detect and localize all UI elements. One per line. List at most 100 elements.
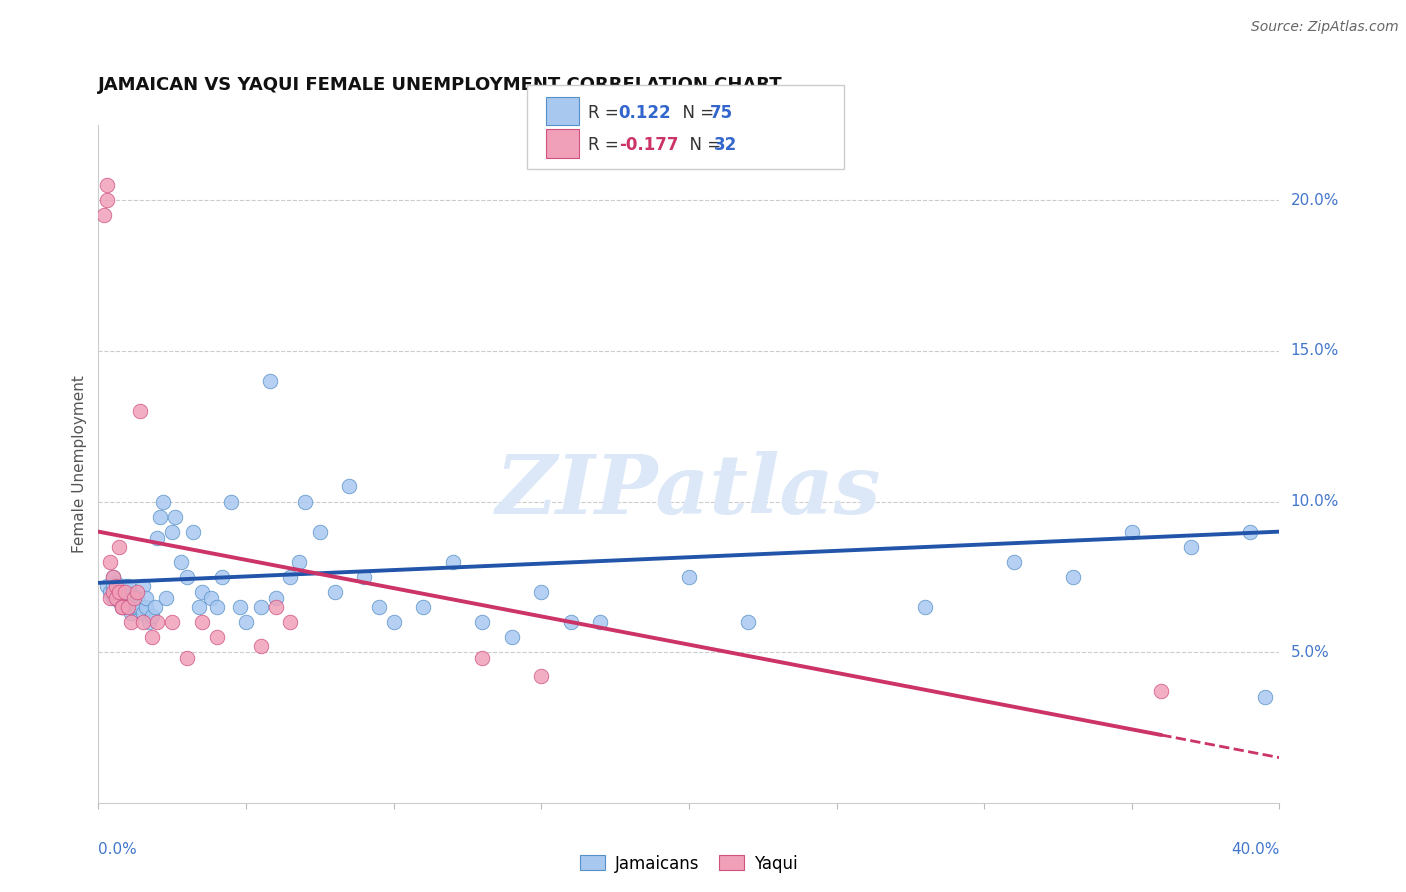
Point bbox=[278, 615, 302, 629]
Text: 10.0%: 10.0% bbox=[1291, 494, 1339, 509]
Text: 15.0%: 15.0% bbox=[1291, 343, 1339, 359]
Point bbox=[117, 599, 139, 614]
Point bbox=[441, 555, 464, 569]
Y-axis label: Female Unemployment: Female Unemployment bbox=[72, 375, 87, 553]
Point bbox=[105, 575, 128, 590]
Point bbox=[191, 615, 214, 629]
Point bbox=[501, 630, 523, 644]
Text: 0.0%: 0.0% bbox=[98, 842, 138, 856]
Point bbox=[1150, 684, 1173, 698]
Text: R =: R = bbox=[588, 103, 624, 121]
Point bbox=[235, 615, 257, 629]
Text: Source: ZipAtlas.com: Source: ZipAtlas.com bbox=[1251, 20, 1399, 34]
Point bbox=[103, 570, 125, 584]
Point bbox=[471, 615, 494, 629]
Point bbox=[138, 615, 160, 629]
Point bbox=[1121, 524, 1143, 539]
Point bbox=[125, 599, 148, 614]
Point bbox=[96, 193, 118, 207]
Point bbox=[152, 494, 174, 508]
Point bbox=[205, 599, 228, 614]
Point bbox=[737, 615, 759, 629]
Point bbox=[111, 599, 134, 614]
Point bbox=[105, 579, 128, 593]
Point bbox=[288, 555, 311, 569]
Point bbox=[412, 599, 434, 614]
Point bbox=[132, 606, 155, 620]
Point bbox=[560, 615, 582, 629]
Point bbox=[353, 570, 375, 584]
Point bbox=[309, 524, 332, 539]
Point bbox=[122, 599, 145, 614]
Text: 20.0%: 20.0% bbox=[1291, 193, 1339, 208]
Point bbox=[96, 579, 118, 593]
Point bbox=[146, 615, 169, 629]
Point bbox=[259, 374, 281, 388]
Point bbox=[125, 585, 148, 599]
Point bbox=[120, 606, 142, 620]
Point bbox=[219, 494, 242, 508]
Point bbox=[162, 615, 183, 629]
Text: R =: R = bbox=[588, 136, 624, 154]
Point bbox=[181, 524, 204, 539]
Point bbox=[122, 594, 145, 608]
Point bbox=[141, 609, 163, 624]
Point bbox=[264, 599, 287, 614]
Point bbox=[471, 651, 494, 665]
Point bbox=[117, 591, 139, 605]
Point bbox=[125, 591, 148, 605]
Point bbox=[103, 579, 125, 593]
Point bbox=[914, 599, 936, 614]
Text: N =: N = bbox=[672, 103, 720, 121]
Point bbox=[146, 531, 169, 545]
Point bbox=[128, 404, 150, 418]
Point bbox=[128, 599, 150, 614]
Point bbox=[141, 630, 163, 644]
Point bbox=[132, 615, 155, 629]
Point bbox=[114, 591, 136, 605]
Point bbox=[103, 570, 125, 584]
Point bbox=[530, 669, 553, 683]
Point bbox=[1254, 690, 1277, 705]
Point bbox=[165, 509, 187, 524]
Point bbox=[382, 615, 405, 629]
Point bbox=[117, 579, 139, 593]
Point bbox=[122, 591, 145, 605]
Point bbox=[114, 585, 136, 599]
Point bbox=[530, 585, 553, 599]
Point bbox=[187, 599, 209, 614]
Text: 5.0%: 5.0% bbox=[1291, 645, 1329, 660]
Legend: Jamaicans, Yaqui: Jamaicans, Yaqui bbox=[574, 848, 804, 880]
Point bbox=[1180, 540, 1202, 554]
Point bbox=[108, 540, 131, 554]
Point bbox=[132, 579, 155, 593]
Point bbox=[108, 585, 131, 599]
Point bbox=[176, 651, 198, 665]
Point bbox=[323, 585, 346, 599]
Point bbox=[103, 591, 125, 605]
Point bbox=[191, 585, 214, 599]
Point bbox=[170, 555, 193, 569]
Text: 75: 75 bbox=[710, 103, 733, 121]
Point bbox=[200, 591, 222, 605]
Point bbox=[211, 570, 233, 584]
Point bbox=[108, 594, 131, 608]
Point bbox=[1239, 524, 1261, 539]
Point bbox=[149, 509, 172, 524]
Point bbox=[98, 585, 121, 599]
Text: -0.177: -0.177 bbox=[619, 136, 678, 154]
Point bbox=[111, 599, 134, 614]
Point bbox=[250, 639, 273, 653]
Point bbox=[105, 591, 128, 605]
Text: ZIPatlas: ZIPatlas bbox=[496, 451, 882, 531]
Point bbox=[162, 524, 183, 539]
Point bbox=[98, 591, 121, 605]
Point bbox=[176, 570, 198, 584]
Text: N =: N = bbox=[679, 136, 727, 154]
Point bbox=[368, 599, 391, 614]
Point bbox=[1002, 555, 1025, 569]
Point bbox=[108, 585, 131, 599]
Point bbox=[103, 585, 125, 599]
Point bbox=[120, 615, 142, 629]
Point bbox=[135, 591, 157, 605]
